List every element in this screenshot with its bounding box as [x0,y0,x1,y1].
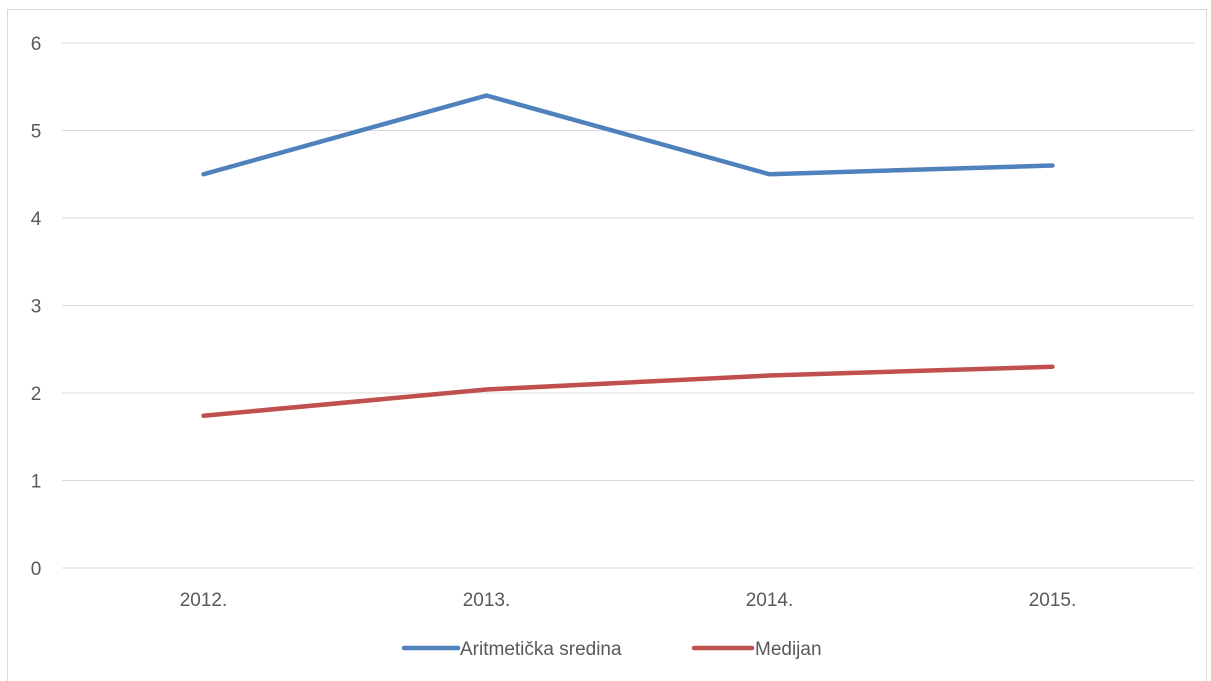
gridlines [62,42,1194,569]
x-tick-label: 2014. [746,590,794,611]
legend: Aritmetička sredina Medijan [401,639,822,660]
legend-label: Aritmetička sredina [460,639,622,660]
y-tick-label: 3 [31,297,42,318]
y-tick-label: 5 [31,122,42,143]
x-tick-label: 2015. [1029,590,1077,611]
series-line-medijan [201,364,1055,418]
y-tick-label: 1 [31,472,42,493]
series-lines [201,93,1055,418]
series-line-aritmeticka-sredina [201,93,1055,177]
chart-frame [7,9,1207,681]
y-tick-label: 0 [31,559,42,580]
y-tick-label: 6 [31,34,42,55]
x-tick-label: 2013. [463,590,511,611]
legend-label: Medijan [755,639,822,660]
y-axis-ticks: 0 1 2 3 4 5 6 [31,34,42,580]
x-axis-ticks: 2012. 2013. 2014. 2015. [180,590,1077,611]
x-tick-label: 2012. [180,590,228,611]
y-tick-label: 4 [31,209,42,230]
y-tick-label: 2 [31,384,42,405]
